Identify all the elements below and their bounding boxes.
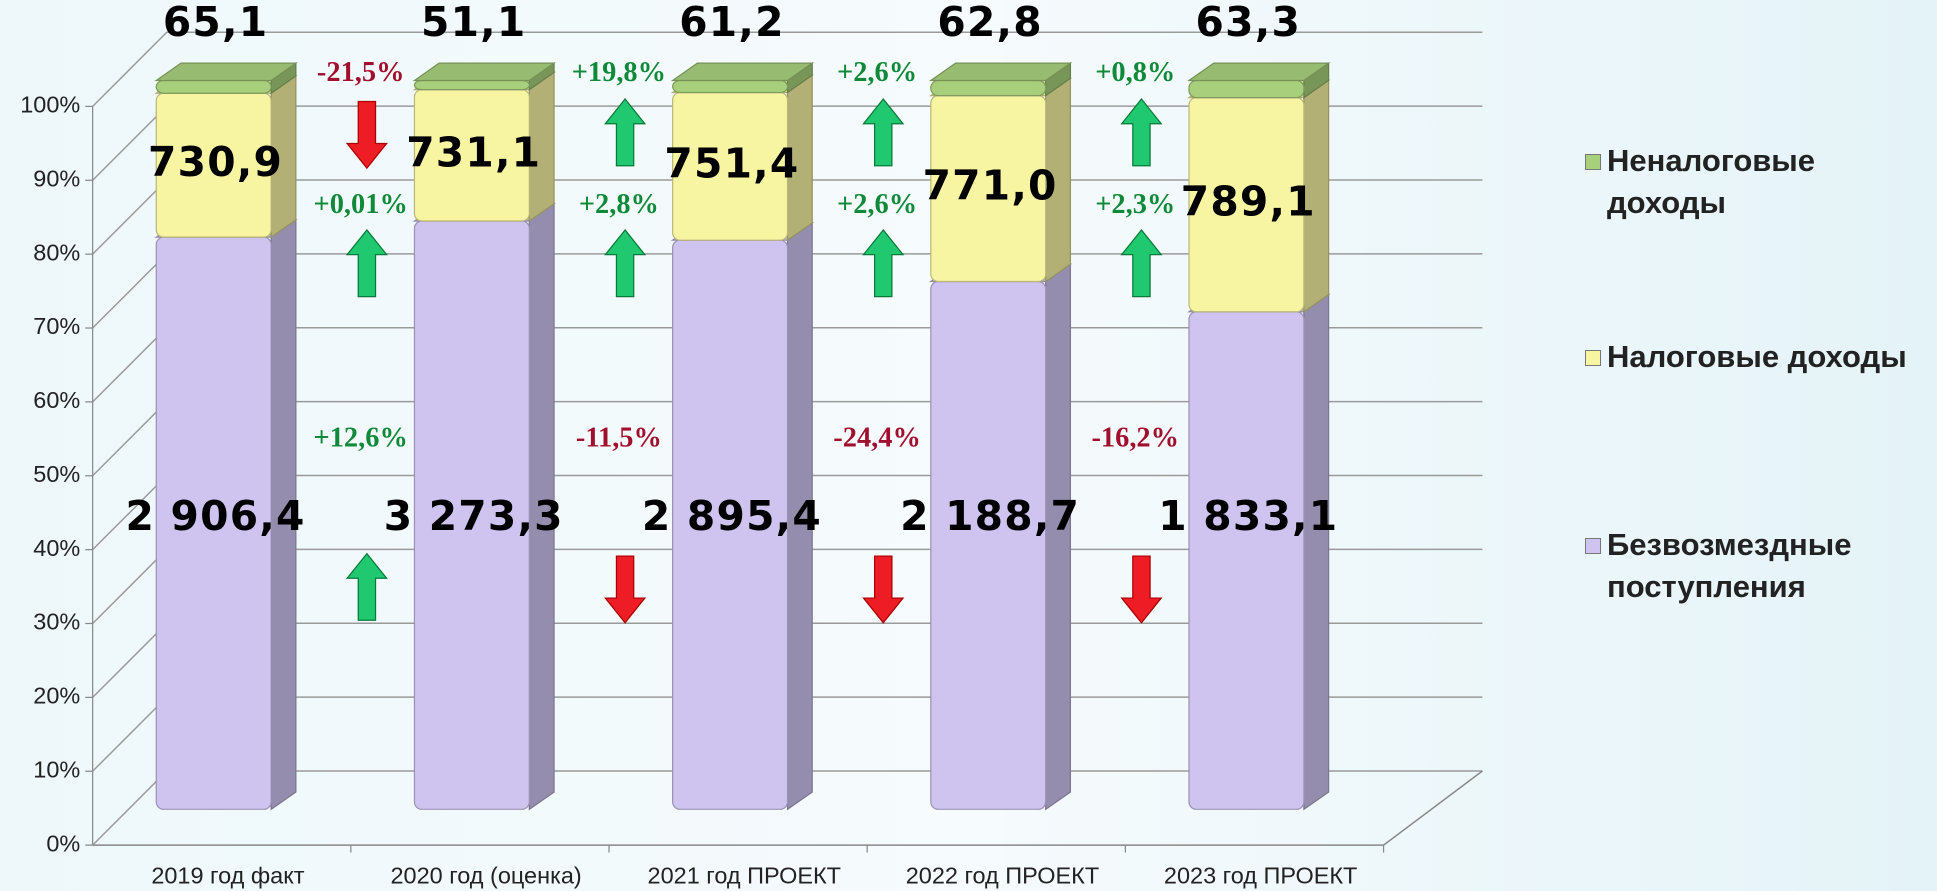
arrow-up: [345, 552, 388, 621]
arrow-down: [1120, 555, 1163, 624]
value-label: 3 273,3: [384, 492, 564, 540]
arrow-down: [345, 100, 388, 170]
y-tick-label: 60%: [33, 387, 80, 413]
value-label: 789,1: [1181, 178, 1316, 226]
arrow-up: [862, 98, 905, 167]
change-label: +19,8%: [572, 57, 666, 88]
y-tick-label: 50%: [33, 461, 80, 487]
legend-swatch: [1585, 538, 1601, 554]
arrow-up: [862, 228, 905, 298]
arrow-up: [1120, 228, 1163, 298]
arrow-up: [1120, 98, 1163, 167]
y-tick-label: 10%: [33, 756, 80, 782]
change-label: -16,2%: [1091, 422, 1179, 453]
grid-line: [92, 31, 1483, 107]
change-label: +12,6%: [314, 422, 408, 453]
x-tick-label: 2020 год (оценка): [390, 862, 581, 888]
legend-label: Безвозмездные поступления: [1607, 527, 1852, 604]
legend-swatch: [1585, 350, 1601, 366]
y-tick-label: 20%: [33, 683, 80, 709]
arrow-up: [345, 228, 388, 298]
legend: Неналоговые доходы Налоговые доходы Безвоз…: [1585, 0, 1935, 891]
bar-top: [154, 62, 298, 82]
change-label: +2,8%: [579, 189, 659, 220]
value-label: 751,4: [664, 139, 799, 187]
bar: [413, 79, 530, 91]
value-label: 63,3: [1196, 0, 1301, 46]
legend-label: Неналоговые доходы: [1607, 143, 1816, 220]
value-label: 65,1: [163, 0, 268, 46]
legend-item: Налоговые доходы: [1585, 336, 1935, 378]
y-tick-label: 70%: [33, 313, 80, 339]
change-label: +2,6%: [837, 189, 917, 220]
value-label: 731,1: [406, 128, 541, 176]
value-label: 730,9: [148, 138, 283, 186]
legend-label: Налоговые доходы: [1607, 339, 1907, 374]
value-label: 61,2: [679, 0, 784, 46]
value-label: 2 906,4: [126, 492, 306, 540]
bar: [930, 280, 1047, 810]
legend-item: Безвозмездные поступления: [1585, 524, 1905, 608]
bar: [155, 79, 272, 94]
bar: [930, 79, 1047, 97]
value-label: 771,0: [923, 162, 1058, 210]
legend-swatch: [1585, 154, 1601, 170]
value-label: 1 833,1: [1158, 492, 1338, 540]
bar: [1188, 79, 1305, 99]
bar-top: [670, 62, 815, 82]
bar-top: [928, 62, 1073, 82]
change-label: -11,5%: [576, 422, 662, 453]
y-tick-label: 0%: [46, 830, 80, 856]
arrow-down: [604, 555, 647, 624]
x-tick-label: 2022 год ПРОЕКТ: [906, 862, 1099, 888]
change-label: -24,4%: [833, 422, 921, 453]
bar-top: [1187, 62, 1331, 82]
y-tick-label: 90%: [33, 165, 80, 191]
y-tick-label: 40%: [33, 535, 80, 561]
arrow-down: [862, 555, 905, 624]
change-label: +2,6%: [837, 57, 917, 88]
arrow-up: [604, 228, 647, 298]
bar: [672, 79, 789, 94]
change-label: +0,01%: [314, 189, 408, 220]
value-label: 62,8: [937, 0, 1042, 46]
x-tick-label: 2021 год ПРОЕКТ: [648, 862, 841, 888]
x-tick-label: 2019 год факт: [151, 862, 304, 888]
bar-top: [412, 62, 557, 82]
y-tick-label: 30%: [33, 609, 80, 635]
legend-item: Неналоговые доходы: [1585, 140, 1885, 224]
bar: [1188, 311, 1305, 810]
bar-side: [1303, 293, 1330, 811]
change-label: +2,3%: [1095, 189, 1175, 220]
value-label: 51,1: [421, 0, 526, 46]
y-tick-label: 100%: [20, 92, 80, 118]
x-tick-label: 2023 год ПРОЕКТ: [1164, 862, 1357, 888]
change-label: -21,5%: [317, 57, 405, 88]
value-label: 2 895,4: [642, 492, 822, 540]
y-tick-label: 80%: [33, 239, 80, 265]
change-label: +0,8%: [1095, 57, 1175, 88]
arrow-up: [604, 98, 647, 167]
value-label: 2 188,7: [900, 492, 1080, 540]
